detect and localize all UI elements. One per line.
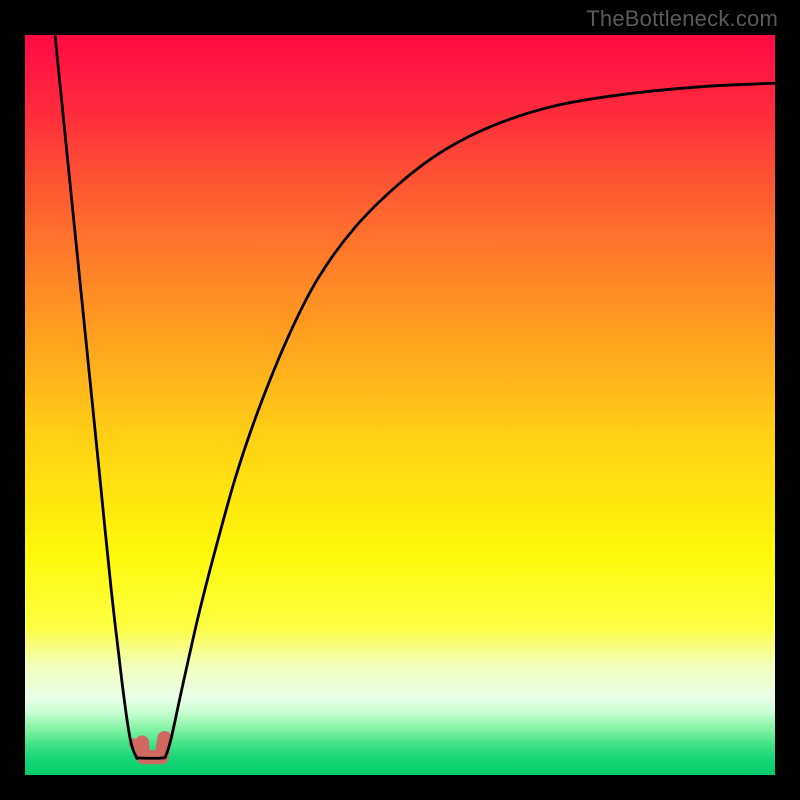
plot-area	[25, 35, 775, 775]
watermark-text: TheBottleneck.com	[586, 6, 778, 32]
chart-frame: TheBottleneck.com	[0, 0, 800, 800]
curve-layer	[25, 35, 775, 775]
bottleneck-curve	[55, 35, 775, 758]
marker-j-shape	[142, 738, 165, 757]
